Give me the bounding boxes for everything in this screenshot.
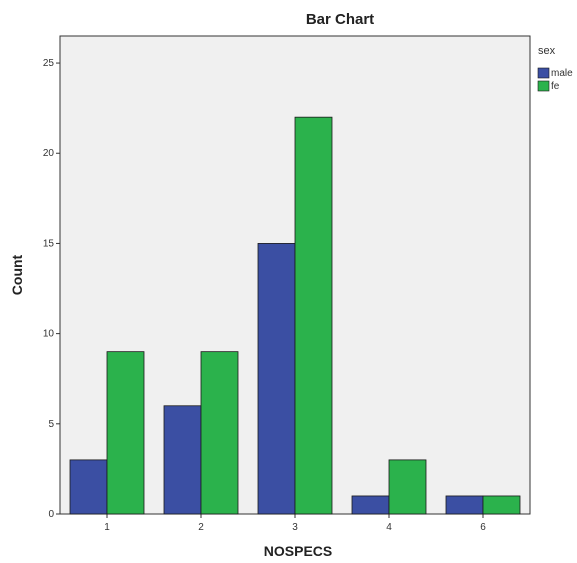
legend-swatch-fe [537, 80, 550, 92]
x-axis-label: NOSPECS [264, 543, 332, 559]
bar-male-6 [445, 495, 484, 515]
x-tick-label: 6 [480, 522, 486, 533]
legend-swatch-male [537, 67, 550, 79]
bar-male-2 [163, 405, 202, 515]
y-tick-label: 15 [43, 238, 55, 249]
legend-label-fe: fe [551, 81, 560, 92]
bar-fe-1 [106, 351, 145, 515]
x-axis: 1 2 3 4 6 [104, 514, 486, 533]
bar-fe-2 [200, 351, 239, 515]
y-tick-label: 20 [43, 148, 55, 159]
bar-fe-3 [294, 116, 333, 515]
x-tick-label: 4 [386, 522, 392, 533]
x-tick-label: 1 [104, 522, 110, 533]
legend-title: sex [538, 45, 556, 57]
bar-fe-4 [388, 459, 427, 515]
bar-male-3 [257, 243, 296, 515]
x-tick-label: 3 [292, 522, 298, 533]
y-axis: 0 5 10 15 20 25 [43, 58, 60, 520]
x-tick-label: 2 [198, 522, 204, 533]
bar-male-4 [351, 495, 390, 515]
bar-male-1 [69, 459, 108, 515]
y-tick-label: 5 [48, 419, 54, 430]
bar-fe-6 [482, 495, 521, 515]
y-tick-label: 0 [48, 509, 54, 520]
legend: sex male fe [537, 45, 573, 92]
chart-title: Bar Chart [306, 11, 374, 28]
y-axis-label: Count [9, 254, 25, 295]
y-tick-label: 25 [43, 58, 55, 69]
y-tick-label: 10 [43, 329, 55, 340]
bars [69, 116, 521, 515]
legend-label-male: male [551, 68, 573, 79]
